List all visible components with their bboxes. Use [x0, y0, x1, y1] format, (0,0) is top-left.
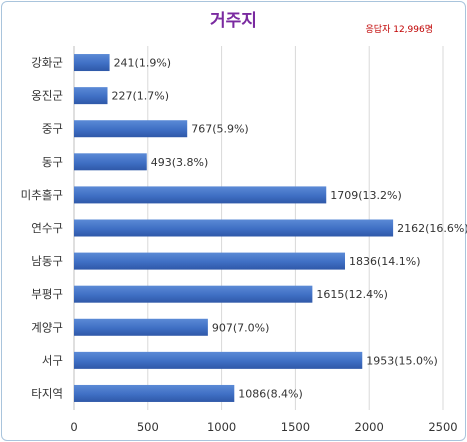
respondent-count: 응답자 12,996명 — [365, 25, 433, 35]
data-label: 1709(13.2%) — [330, 189, 402, 202]
data-label: 1615(12.4%) — [316, 288, 388, 301]
data-label: 227(1.7%) — [112, 90, 170, 103]
bar — [74, 252, 345, 270]
category-label: 남동구 — [31, 254, 63, 268]
bar — [74, 219, 394, 237]
x-tick-label: 500 — [137, 420, 159, 434]
bars — [74, 54, 394, 402]
bar — [74, 351, 363, 369]
category-label: 부평구 — [31, 287, 63, 301]
category-label: 강화군 — [31, 56, 63, 70]
data-label: 907(7.0%) — [212, 321, 270, 334]
category-label: 옹진군 — [31, 89, 63, 103]
bar — [74, 120, 188, 138]
x-tick-label: 2500 — [428, 420, 457, 434]
data-label: 1953(15.0%) — [366, 354, 438, 367]
labels: 0 500 1000 1500 2000 2500 강화군 241(1.9%) 옹진군 227(1… — [21, 56, 467, 434]
data-label: 241(1.9%) — [114, 57, 172, 70]
category-label: 서구 — [42, 353, 63, 367]
category-label: 미추홀구 — [21, 188, 63, 202]
bar — [74, 186, 327, 204]
bar — [74, 87, 108, 105]
category-label: 계양구 — [31, 320, 63, 334]
category-label: 동구 — [42, 155, 63, 169]
category-label: 중구 — [42, 122, 63, 136]
category-label: 연수구 — [31, 221, 63, 235]
bar — [74, 153, 147, 171]
x-tick-label: 1500 — [281, 420, 310, 434]
x-tick-label: 2000 — [355, 420, 384, 434]
category-label: 타지역 — [31, 386, 63, 400]
bar — [74, 54, 110, 72]
data-label: 767(5.9%) — [191, 123, 249, 136]
data-label: 1836(14.1%) — [349, 255, 421, 268]
data-label: 493(3.8%) — [151, 156, 209, 169]
data-label: 2162(16.6%) — [397, 222, 467, 235]
bar — [74, 318, 208, 336]
x-tick-label: 1000 — [207, 420, 236, 434]
data-label: 1086(8.4%) — [238, 387, 303, 400]
bar — [74, 285, 313, 303]
chart-title: 거주지 — [210, 11, 257, 31]
bar — [74, 384, 235, 402]
x-tick-label: 0 — [70, 420, 77, 434]
